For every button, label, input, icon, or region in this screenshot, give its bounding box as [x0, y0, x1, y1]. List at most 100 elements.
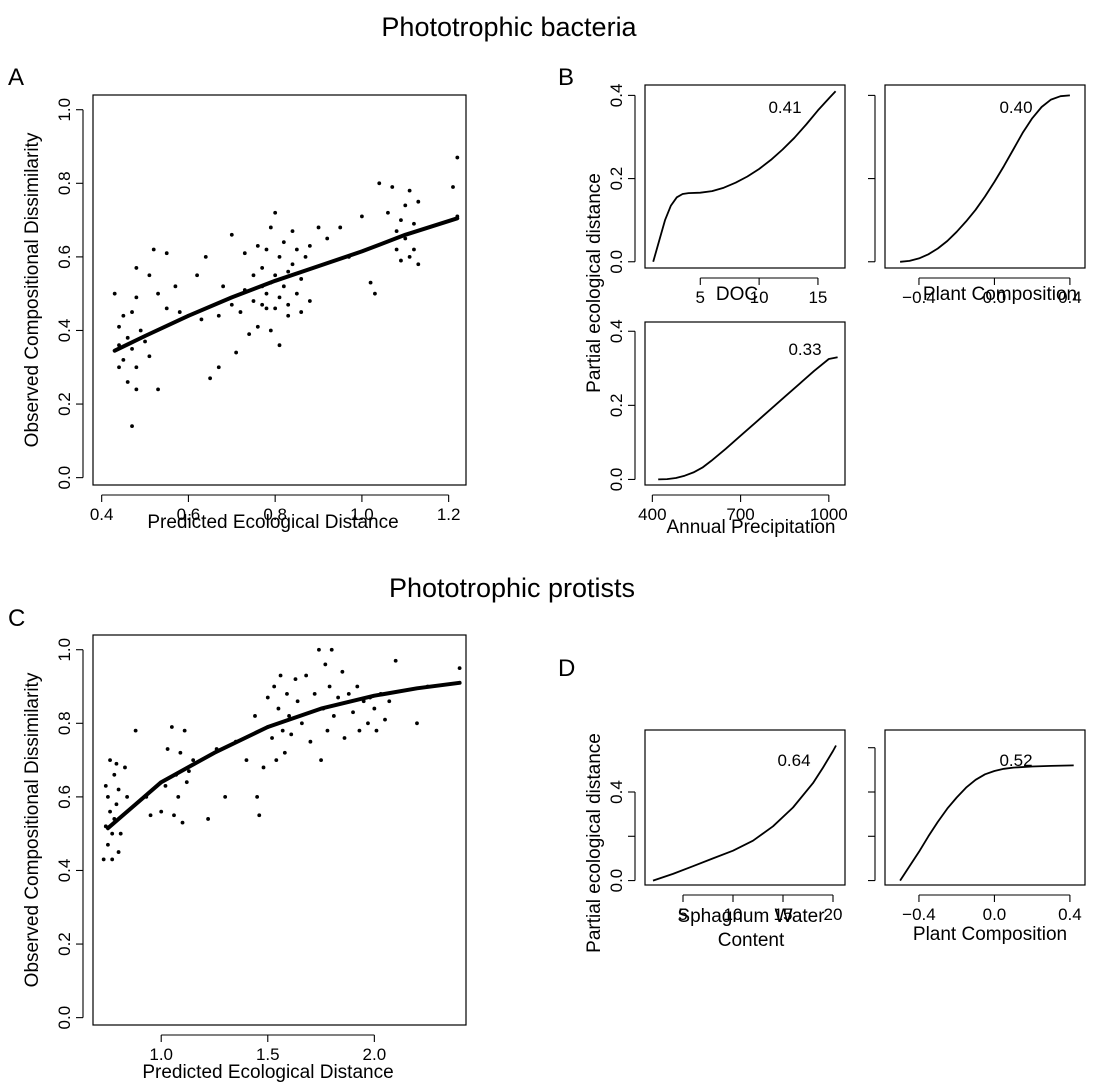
- data-point: [112, 291, 117, 296]
- data-point: [286, 313, 291, 318]
- y-axis-label-a: Observed Compositional Dissimilarity: [22, 132, 43, 447]
- data-point: [387, 699, 392, 704]
- data-point: [394, 229, 399, 234]
- data-point: [221, 284, 226, 289]
- plot-frame-b1: [644, 84, 846, 269]
- x-tick-label-b2: −0.4: [902, 288, 936, 307]
- data-point: [403, 203, 408, 208]
- data-point: [106, 842, 110, 847]
- data-point: [295, 699, 300, 704]
- data-point: [125, 380, 130, 384]
- x-tick-label-b3: 700: [726, 505, 754, 524]
- data-point: [286, 302, 291, 307]
- data-point: [176, 794, 181, 799]
- x-tick-label-d2: −0.4: [902, 905, 936, 924]
- x-tick-label-a: 0.6: [177, 505, 201, 524]
- data-point: [148, 813, 153, 818]
- data-point: [331, 714, 336, 718]
- data-point: [412, 247, 416, 252]
- x-tick-label-a: 0.4: [90, 505, 114, 524]
- data-point: [303, 254, 308, 259]
- data-point: [393, 658, 398, 663]
- data-point: [187, 769, 191, 774]
- data-point: [151, 247, 156, 252]
- panel-letter-a: A: [8, 64, 24, 91]
- data-point: [412, 221, 416, 226]
- data-point: [261, 765, 266, 770]
- shared-ylabel-d: Partial ecological distance: [584, 733, 605, 953]
- data-point: [184, 780, 189, 785]
- data-point: [264, 291, 269, 296]
- data-point: [274, 758, 279, 762]
- data-point: [114, 802, 119, 807]
- x-tick-label-d1: 15: [774, 905, 793, 924]
- data-point: [255, 243, 260, 248]
- data-point: [325, 236, 330, 241]
- data-point: [336, 695, 341, 700]
- data-point: [307, 243, 312, 248]
- y-tick-label-b1: 0.2: [607, 167, 626, 191]
- x-tick-label-d1: 20: [824, 905, 843, 924]
- x-axis-label-c: Predicted Ecological Distance: [142, 1062, 393, 1083]
- data-point: [416, 262, 421, 267]
- data-point: [281, 240, 286, 245]
- x-tick-label-b3: 1000: [810, 505, 848, 524]
- data-point: [103, 783, 108, 788]
- data-point: [159, 809, 164, 814]
- spline-curve-b2: [900, 94, 1070, 263]
- data-point: [164, 251, 169, 256]
- data-point: [244, 758, 249, 762]
- data-point: [416, 199, 421, 204]
- data-point: [108, 809, 112, 814]
- data-point: [216, 313, 221, 318]
- data-point: [399, 258, 403, 263]
- section-title-protists: Phototrophic protists: [389, 573, 635, 603]
- x-tick-label-b1: 5: [696, 288, 705, 307]
- data-point: [138, 328, 143, 333]
- data-point: [163, 783, 168, 788]
- data-point: [290, 262, 295, 267]
- data-point: [307, 299, 312, 303]
- data-point: [178, 750, 183, 755]
- x-tick-label-b2: 0.0: [983, 288, 1007, 307]
- max-value-annotation-b3: 0.33: [788, 340, 821, 359]
- x-tick-label-b3: 400: [638, 505, 666, 524]
- data-point: [317, 647, 321, 652]
- data-point: [265, 695, 270, 700]
- data-point: [268, 328, 273, 333]
- y-tick-label-d1: 0.4: [607, 780, 626, 804]
- x-axis-label-b3: Annual Precipitation: [667, 517, 836, 538]
- data-point: [130, 346, 134, 351]
- max-value-annotation-b2: 0.40: [999, 98, 1032, 117]
- data-point: [121, 358, 126, 362]
- data-point: [114, 761, 119, 766]
- data-point: [293, 677, 298, 682]
- data-point: [299, 277, 304, 281]
- data-point: [399, 218, 403, 222]
- y-tick-label-a: 0.4: [55, 319, 74, 343]
- data-point: [264, 247, 269, 252]
- data-point: [110, 831, 115, 836]
- data-point: [108, 758, 112, 762]
- data-point: [134, 295, 139, 300]
- data-point: [116, 787, 121, 792]
- x-axis-label-line2-d1: Content: [718, 930, 785, 951]
- fit-curve-a: [112, 216, 460, 353]
- data-point: [106, 794, 110, 799]
- data-point: [134, 387, 139, 392]
- data-point: [312, 691, 317, 696]
- y-tick-label-a: 1.0: [55, 98, 74, 122]
- data-point: [172, 813, 176, 818]
- data-point: [294, 247, 299, 252]
- data-point: [372, 706, 377, 711]
- x-tick-label-b1: 15: [808, 288, 827, 307]
- x-axis-label-a: Predicted Ecological Distance: [147, 512, 398, 533]
- x-tick-label-c: 2.0: [363, 1045, 387, 1064]
- data-point: [264, 306, 269, 311]
- shared-ylabel-b: Partial ecological distance: [584, 173, 605, 393]
- spline-curve-b1: [652, 90, 837, 263]
- panel-letter-d: D: [558, 655, 575, 682]
- data-point: [329, 647, 334, 652]
- y-tick-label-b1: 0.0: [607, 250, 626, 274]
